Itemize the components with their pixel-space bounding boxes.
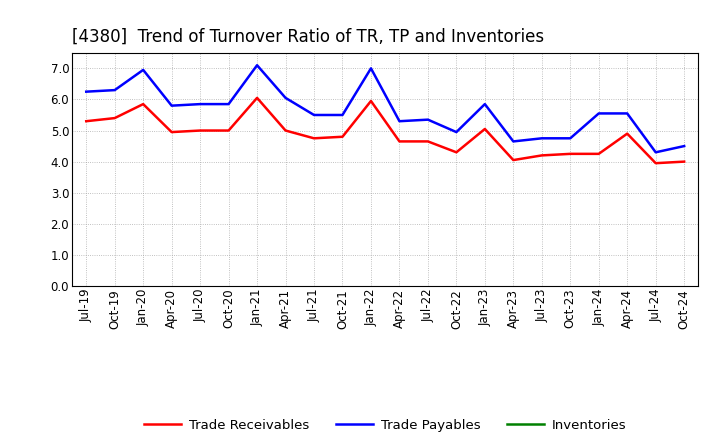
Trade Payables: [139, 67, 148, 73]
Trade Payables: [423, 117, 432, 122]
Trade Receivables: [196, 128, 204, 133]
Trade Payables: [623, 111, 631, 116]
Trade Receivables: [253, 95, 261, 100]
Trade Receivables: [680, 159, 688, 164]
Trade Payables: [196, 102, 204, 107]
Trade Receivables: [423, 139, 432, 144]
Trade Payables: [652, 150, 660, 155]
Trade Receivables: [225, 128, 233, 133]
Trade Receivables: [82, 118, 91, 124]
Trade Receivables: [480, 126, 489, 132]
Trade Receivables: [623, 131, 631, 136]
Trade Payables: [537, 136, 546, 141]
Trade Receivables: [282, 128, 290, 133]
Trade Payables: [253, 62, 261, 68]
Trade Receivables: [139, 102, 148, 107]
Trade Payables: [566, 136, 575, 141]
Trade Payables: [282, 95, 290, 100]
Trade Payables: [509, 139, 518, 144]
Trade Receivables: [652, 161, 660, 166]
Trade Payables: [225, 102, 233, 107]
Trade Receivables: [167, 129, 176, 135]
Trade Payables: [110, 88, 119, 93]
Line: Trade Payables: Trade Payables: [86, 65, 684, 152]
Trade Receivables: [310, 136, 318, 141]
Trade Payables: [82, 89, 91, 94]
Trade Payables: [338, 112, 347, 117]
Trade Payables: [595, 111, 603, 116]
Trade Receivables: [366, 99, 375, 104]
Trade Receivables: [110, 115, 119, 121]
Legend: Trade Receivables, Trade Payables, Inventories: Trade Receivables, Trade Payables, Inven…: [139, 414, 631, 437]
Line: Trade Receivables: Trade Receivables: [86, 98, 684, 163]
Trade Receivables: [566, 151, 575, 157]
Trade Payables: [395, 118, 404, 124]
Trade Payables: [366, 66, 375, 71]
Trade Receivables: [595, 151, 603, 157]
Trade Receivables: [338, 134, 347, 139]
Trade Receivables: [509, 158, 518, 163]
Trade Payables: [310, 112, 318, 117]
Trade Payables: [480, 102, 489, 107]
Trade Payables: [167, 103, 176, 108]
Trade Payables: [452, 129, 461, 135]
Trade Receivables: [452, 150, 461, 155]
Trade Receivables: [395, 139, 404, 144]
Trade Payables: [680, 143, 688, 149]
Trade Receivables: [537, 153, 546, 158]
Text: [4380]  Trend of Turnover Ratio of TR, TP and Inventories: [4380] Trend of Turnover Ratio of TR, TP…: [72, 28, 544, 46]
